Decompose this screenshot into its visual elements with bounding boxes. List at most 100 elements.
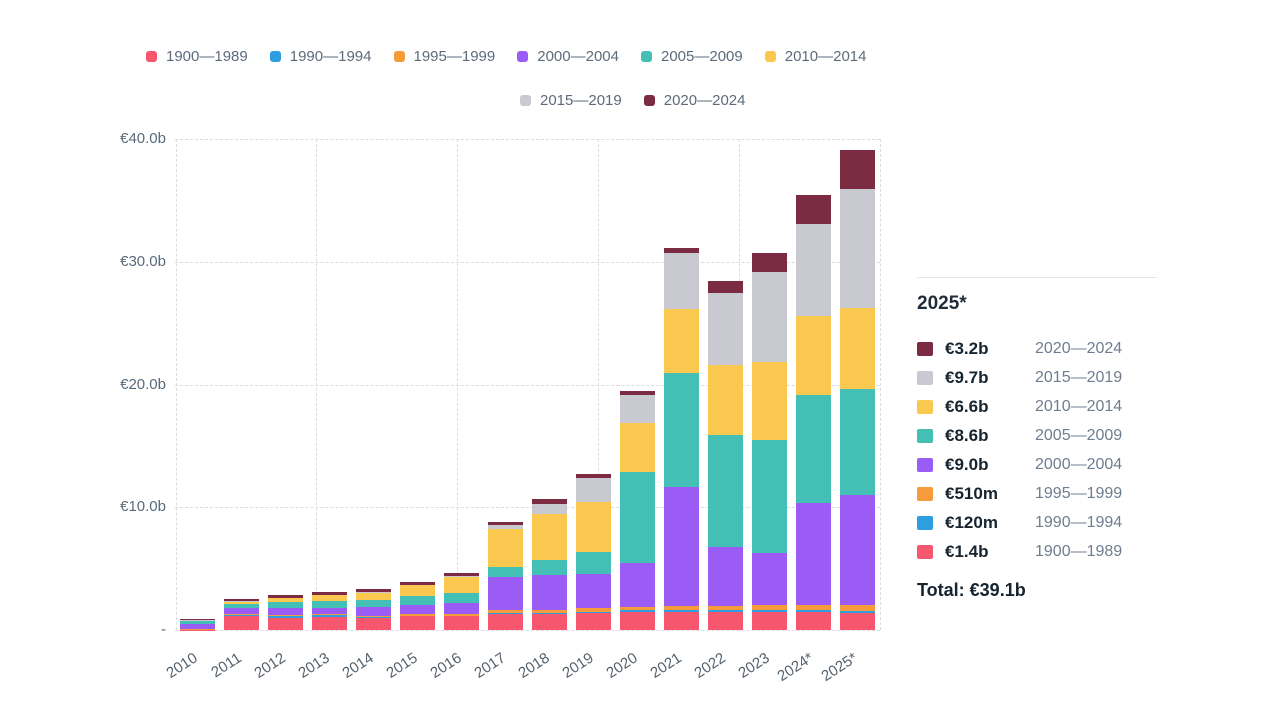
bar-segment-1900—1989[interactable] — [224, 616, 259, 630]
legend-item-2010—2014[interactable]: 2010—2014 — [764, 48, 867, 65]
bar-segment-2010—2014[interactable] — [840, 308, 875, 390]
bar-2017[interactable] — [488, 521, 523, 630]
bar-segment-2020—2024[interactable] — [444, 573, 479, 577]
legend-item-1900—1989[interactable]: 1900—1989 — [146, 48, 248, 65]
bar-segment-2020—2024[interactable] — [532, 499, 567, 504]
bar-segment-2010—2014[interactable] — [312, 595, 347, 602]
bar-segment-2020—2024[interactable] — [664, 248, 699, 254]
bar-segment-2005—2009[interactable] — [180, 621, 215, 624]
bar-2021[interactable] — [664, 248, 699, 630]
bar-segment-1900—1989[interactable] — [532, 614, 567, 630]
bar-segment-2020—2024[interactable] — [576, 473, 611, 479]
bar-segment-2005—2009[interactable] — [532, 559, 567, 576]
bar-segment-2020—2024[interactable] — [268, 595, 303, 598]
bar-segment-2015—2019[interactable] — [180, 619, 215, 621]
bar-segment-2000—2004[interactable] — [752, 553, 787, 605]
bar-2024*[interactable] — [796, 194, 831, 630]
bar-2013[interactable] — [312, 591, 347, 630]
bar-segment-2005—2009[interactable] — [796, 395, 831, 503]
bar-segment-2005—2009[interactable] — [664, 372, 699, 487]
bar-segment-2010—2014[interactable] — [488, 529, 523, 567]
bar-segment-1995—1999[interactable] — [708, 605, 743, 611]
bar-segment-2005—2009[interactable] — [576, 552, 611, 574]
bar-segment-1995—1999[interactable] — [312, 614, 347, 615]
bar-segment-1900—1989[interactable] — [752, 611, 787, 630]
bar-segment-1900—1989[interactable] — [796, 611, 831, 630]
bar-segment-2015—2019[interactable] — [796, 223, 831, 317]
bar-segment-1900—1989[interactable] — [620, 611, 655, 630]
bar-segment-2005—2009[interactable] — [356, 599, 391, 607]
bar-2011[interactable] — [224, 598, 259, 630]
bar-segment-1900—1989[interactable] — [268, 617, 303, 630]
bar-segment-1995—1999[interactable] — [752, 604, 787, 611]
bar-segment-1990—1994[interactable] — [664, 610, 699, 612]
bar-segment-2015—2019[interactable] — [400, 584, 435, 586]
bar-segment-2005—2009[interactable] — [620, 471, 655, 563]
bar-2019[interactable] — [576, 473, 611, 630]
bar-segment-1995—1999[interactable] — [488, 610, 523, 614]
bar-2018[interactable] — [532, 499, 567, 630]
legend-item-1995—1999[interactable]: 1995—1999 — [393, 48, 495, 65]
bar-segment-2015—2019[interactable] — [224, 601, 259, 602]
bar-segment-2015—2019[interactable] — [532, 503, 567, 515]
bar-2012[interactable] — [268, 595, 303, 630]
bar-segment-2020—2024[interactable] — [752, 252, 787, 272]
bar-segment-1900—1989[interactable] — [488, 614, 523, 630]
legend-item-2020—2024[interactable]: 2020—2024 — [643, 92, 746, 109]
bar-segment-1990—1994[interactable] — [840, 611, 875, 613]
bar-segment-1995—1999[interactable] — [356, 615, 391, 617]
bar-segment-2000—2004[interactable] — [312, 607, 347, 615]
bar-segment-1995—1999[interactable] — [796, 604, 831, 611]
bar-segment-2005—2009[interactable] — [708, 435, 743, 547]
bar-2016[interactable] — [444, 573, 479, 630]
bar-2015[interactable] — [400, 581, 435, 630]
bar-segment-1990—1994[interactable] — [620, 610, 655, 612]
bar-2025*[interactable] — [840, 149, 875, 630]
bar-segment-1995—1999[interactable] — [576, 608, 611, 612]
bar-segment-1900—1989[interactable] — [356, 618, 391, 630]
bar-segment-2005—2009[interactable] — [444, 592, 479, 603]
bar-segment-2000—2004[interactable] — [664, 486, 699, 606]
bar-segment-2000—2004[interactable] — [400, 605, 435, 615]
bar-segment-1990—1994[interactable] — [708, 610, 743, 612]
bar-segment-2020—2024[interactable] — [620, 390, 655, 396]
bar-segment-1995—1999[interactable] — [840, 605, 875, 612]
bar-segment-2020—2024[interactable] — [356, 588, 391, 592]
bar-segment-2005—2009[interactable] — [752, 439, 787, 554]
bar-segment-2015—2019[interactable] — [840, 189, 875, 309]
bar-segment-2000—2004[interactable] — [444, 603, 479, 615]
bar-segment-2000—2004[interactable] — [488, 577, 523, 610]
bar-segment-1990—1994[interactable] — [444, 615, 479, 617]
bar-segment-1990—1994[interactable] — [488, 613, 523, 615]
bar-segment-2005—2009[interactable] — [224, 603, 259, 608]
bar-segment-2015—2019[interactable] — [576, 478, 611, 502]
legend-item-2015—2019[interactable]: 2015—2019 — [520, 92, 622, 109]
bar-segment-2020—2024[interactable] — [180, 618, 215, 620]
bar-segment-1900—1989[interactable] — [708, 611, 743, 630]
bar-segment-2015—2019[interactable] — [664, 253, 699, 310]
bar-segment-2000—2004[interactable] — [180, 623, 215, 630]
bar-segment-2010—2014[interactable] — [664, 309, 699, 373]
bar-segment-1900—1989[interactable] — [664, 611, 699, 630]
bar-segment-1990—1994[interactable] — [268, 615, 303, 618]
bar-segment-1995—1999[interactable] — [444, 614, 479, 616]
bar-segment-2000—2004[interactable] — [840, 494, 875, 606]
bar-segment-1995—1999[interactable] — [532, 610, 567, 614]
bar-2010[interactable] — [180, 618, 215, 630]
legend-item-2005—2009[interactable]: 2005—2009 — [641, 48, 743, 65]
bar-2023[interactable] — [752, 252, 787, 630]
bar-segment-1990—1994[interactable] — [576, 611, 611, 613]
bar-segment-2010—2014[interactable] — [532, 514, 567, 560]
bar-segment-1900—1989[interactable] — [840, 612, 875, 630]
bar-segment-2010—2014[interactable] — [356, 592, 391, 600]
bar-segment-2000—2004[interactable] — [620, 562, 655, 607]
bar-segment-1990—1994[interactable] — [796, 610, 831, 612]
bar-segment-1995—1999[interactable] — [224, 614, 259, 615]
bar-segment-2000—2004[interactable] — [708, 546, 743, 606]
bar-segment-1990—1994[interactable] — [312, 614, 347, 618]
legend-item-1990—1994[interactable]: 1990—1994 — [269, 48, 372, 65]
bar-segment-2020—2024[interactable] — [400, 581, 435, 585]
bar-segment-2015—2019[interactable] — [312, 594, 347, 596]
bar-segment-2010—2014[interactable] — [444, 576, 479, 593]
bar-segment-2010—2014[interactable] — [708, 365, 743, 436]
